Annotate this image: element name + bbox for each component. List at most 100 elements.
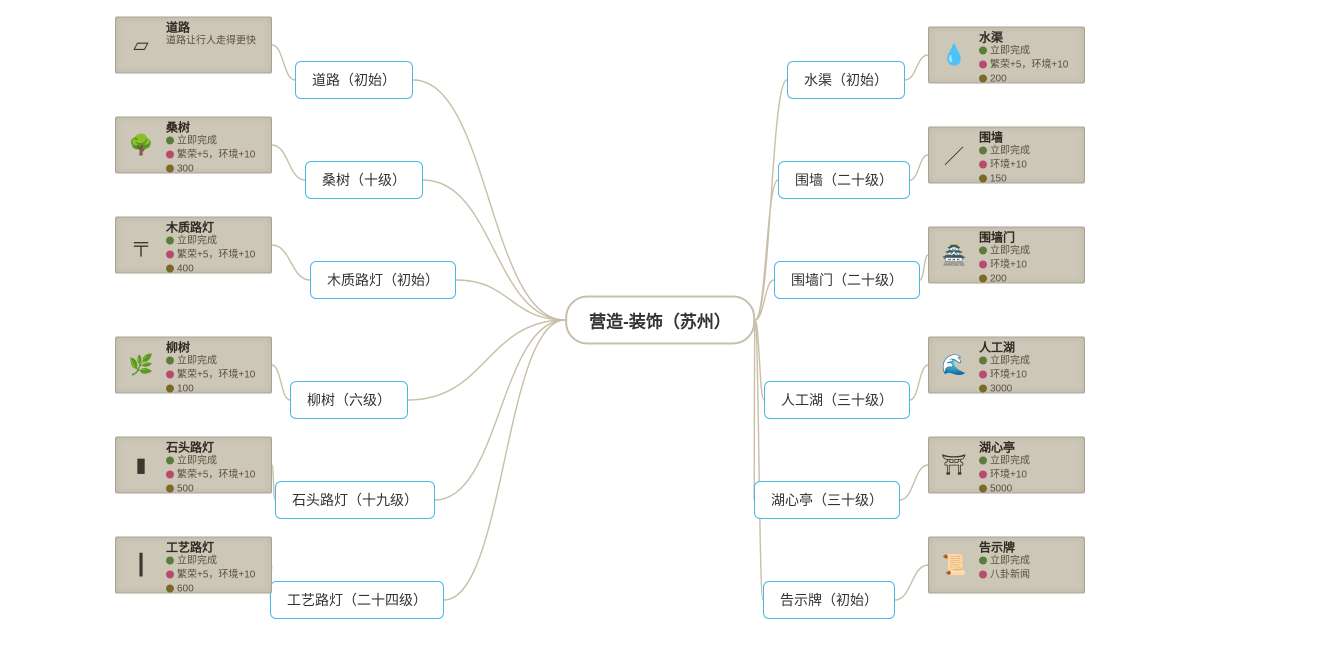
stat-dot (979, 471, 987, 479)
card-title: 木质路灯 (166, 221, 267, 235)
stat-text: 立即完成 (990, 146, 1030, 157)
card-icon: 💧 (933, 32, 975, 79)
stat-dot (166, 485, 174, 493)
stat-dot (979, 485, 987, 493)
card-stat: 100 (166, 383, 267, 397)
card-title: 桑树 (166, 121, 267, 135)
leaf-node[interactable]: 工艺路灯（二十四级） (270, 581, 444, 619)
card-text: 石头路灯立即完成繁荣+5，环境+10 500 (166, 441, 267, 497)
leaf-node[interactable]: 石头路灯（十九级） (275, 481, 435, 519)
stat-text: 立即完成 (177, 236, 217, 247)
stat-text: 150 (990, 174, 1007, 185)
card-text: 人工湖立即完成环境+10 3000 (979, 341, 1080, 397)
leaf-node[interactable]: 道路（初始） (295, 61, 413, 99)
stat-text: 繁荣+5，环境+10 (177, 370, 255, 381)
stat-text: 环境+10 (990, 370, 1027, 381)
leaf-node[interactable]: 柳树（六级） (290, 381, 408, 419)
card-text: 围墙门立即完成环境+10 200 (979, 231, 1080, 287)
card-title: 告示牌 (979, 541, 1080, 555)
card-title: 围墙门 (979, 231, 1080, 245)
detail-card: 📜 告示牌立即完成八卦新闻 (928, 537, 1085, 594)
card-icon: ┃ (120, 542, 162, 589)
card-stat: 5000 (979, 483, 1080, 497)
card-stat: 繁荣+5，环境+10 (166, 469, 267, 483)
leaf-node[interactable]: 人工湖（三十级） (764, 381, 910, 419)
card-stat: 立即完成 (166, 455, 267, 469)
stat-text: 道路让行人走得更快 (166, 36, 256, 47)
stat-text: 环境+10 (990, 260, 1027, 271)
stat-dot (979, 457, 987, 465)
card-icon: 🌿 (120, 342, 162, 389)
card-stat: 环境+10 (979, 259, 1080, 273)
detail-card: ／ 围墙立即完成环境+10 150 (928, 127, 1085, 184)
card-text: 木质路灯立即完成繁荣+5，环境+10400 (166, 221, 267, 277)
card-icon: 🌳 (120, 122, 162, 169)
card-title: 围墙 (979, 131, 1080, 145)
stat-text: 200 (990, 74, 1007, 85)
stat-dot (166, 571, 174, 579)
stat-dot (979, 161, 987, 169)
leaf-node[interactable]: 湖心亭（三十级） (754, 481, 900, 519)
stat-dot (166, 237, 174, 245)
stat-dot (166, 385, 174, 393)
stat-text: 环境+10 (990, 160, 1027, 171)
stat-dot (166, 457, 174, 465)
card-stat: 立即完成 (979, 245, 1080, 259)
stat-dot (979, 557, 987, 565)
stat-dot (166, 265, 174, 273)
card-title: 道路 (166, 21, 267, 35)
card-stat: 立即完成 (166, 355, 267, 369)
card-stat: 立即完成 (979, 145, 1080, 159)
stat-text: 繁荣+5，环境+10 (990, 60, 1068, 71)
card-title: 人工湖 (979, 341, 1080, 355)
leaf-node[interactable]: 水渠（初始） (787, 61, 905, 99)
card-text: 围墙立即完成环境+10 150 (979, 131, 1080, 187)
mindmap-stage: 营造-装饰（苏州） 道路（初始）▱道路道路让行人走得更快桑树（十级）🌳桑树立即完… (0, 0, 1320, 646)
stat-dot (979, 371, 987, 379)
card-stat: 八卦新闻 (979, 569, 1080, 583)
card-stat: 600 (166, 583, 267, 597)
stat-dot (166, 251, 174, 259)
card-icon: 🏯 (933, 232, 975, 279)
leaf-node[interactable]: 围墙（二十级） (778, 161, 910, 199)
stat-text: 500 (177, 484, 194, 495)
stat-text: 立即完成 (990, 356, 1030, 367)
card-stat: 300 (166, 163, 267, 177)
stat-text: 立即完成 (990, 246, 1030, 257)
detail-card: 🏯 围墙门立即完成环境+10 200 (928, 227, 1085, 284)
stat-dot (979, 357, 987, 365)
card-icon: ／ (933, 132, 975, 179)
card-icon: 📜 (933, 542, 975, 589)
stat-dot (979, 385, 987, 393)
stat-text: 200 (990, 274, 1007, 285)
detail-card: 🌿柳树立即完成繁荣+5，环境+10100 (115, 337, 272, 394)
card-stat: 繁荣+5，环境+10 (166, 569, 267, 583)
stat-text: 立即完成 (990, 46, 1030, 57)
card-stat: 立即完成 (979, 455, 1080, 469)
stat-text: 八卦新闻 (990, 570, 1030, 581)
stat-dot (166, 151, 174, 159)
card-title: 石头路灯 (166, 441, 267, 455)
leaf-node[interactable]: 桑树（十级） (305, 161, 423, 199)
stat-text: 立即完成 (990, 456, 1030, 467)
stat-dot (979, 571, 987, 579)
detail-card: 🌳桑树立即完成繁荣+5，环境+10300 (115, 117, 272, 174)
card-stat: 200 (979, 273, 1080, 287)
stat-dot (166, 137, 174, 145)
stat-text: 环境+10 (990, 470, 1027, 481)
leaf-node[interactable]: 围墙门（二十级） (774, 261, 920, 299)
card-stat: 繁荣+5，环境+10 (166, 249, 267, 263)
stat-dot (979, 247, 987, 255)
leaf-node[interactable]: 告示牌（初始） (763, 581, 895, 619)
card-stat: 环境+10 (979, 469, 1080, 483)
card-text: 水渠立即完成繁荣+5，环境+10200 (979, 31, 1080, 87)
stat-dot (166, 557, 174, 565)
stat-text: 3000 (990, 384, 1012, 395)
stat-text: 立即完成 (990, 556, 1030, 567)
detail-card: 💧水渠立即完成繁荣+5，环境+10200 (928, 27, 1085, 84)
card-text: 道路道路让行人走得更快 (166, 21, 267, 49)
stat-text: 繁荣+5，环境+10 (177, 470, 255, 481)
card-stat: 150 (979, 173, 1080, 187)
leaf-node[interactable]: 木质路灯（初始） (310, 261, 456, 299)
card-icon: ⛩ (933, 442, 975, 489)
